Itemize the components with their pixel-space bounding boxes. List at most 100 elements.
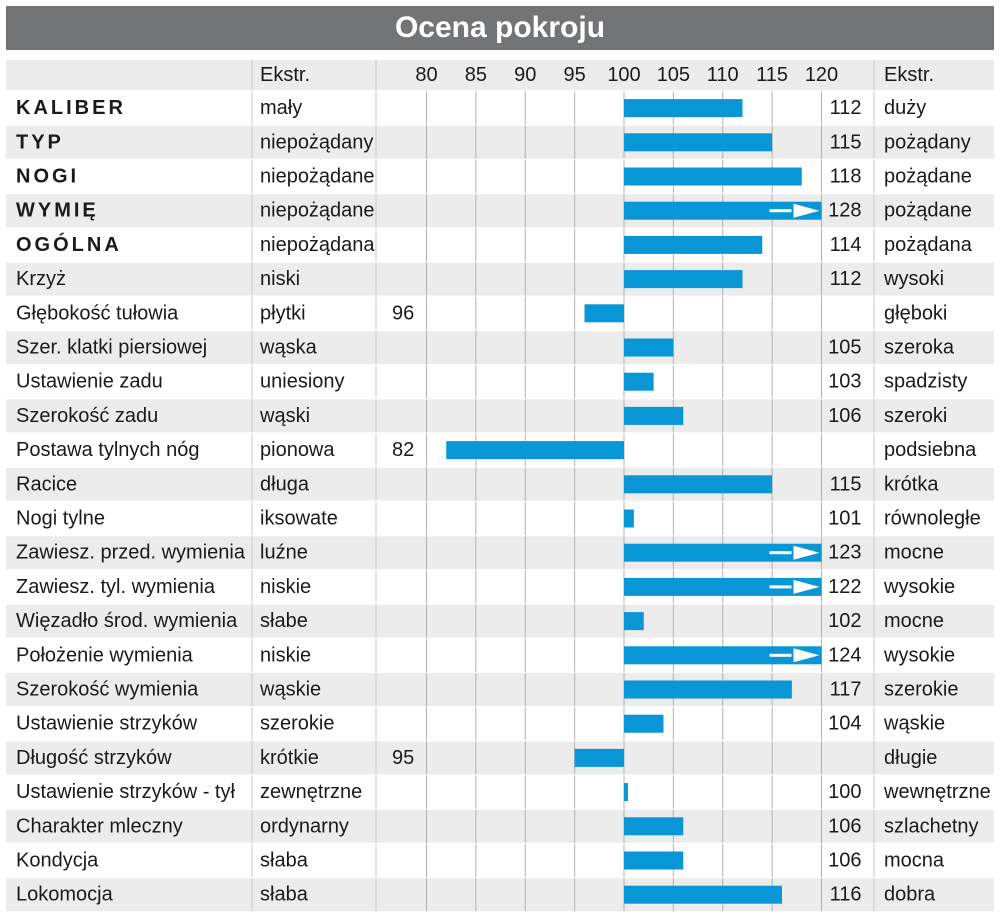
value-bar bbox=[624, 235, 763, 254]
value-label: 115 bbox=[830, 131, 862, 153]
x-tick-label: 100 bbox=[607, 64, 640, 86]
value-bar bbox=[446, 441, 624, 460]
high-extreme-label: równoległe bbox=[884, 508, 981, 530]
high-extreme-label: wysokie bbox=[883, 576, 955, 598]
value-bar bbox=[624, 406, 684, 425]
x-tick-label: 90 bbox=[514, 64, 536, 86]
trait-label: Zawiesz. przed. wymienia bbox=[16, 542, 246, 564]
x-tick-label: 80 bbox=[415, 64, 437, 86]
value-label: 114 bbox=[830, 234, 862, 256]
table-row bbox=[6, 296, 994, 331]
low-extreme-label: niski bbox=[260, 268, 300, 290]
table-row bbox=[6, 638, 994, 673]
table-row bbox=[6, 398, 994, 433]
value-label: 106 bbox=[828, 815, 861, 837]
high-extreme-label: głęboki bbox=[884, 302, 947, 324]
high-extreme-label: dobra bbox=[884, 884, 936, 906]
low-extreme-label: krótkie bbox=[260, 747, 319, 769]
value-label: 118 bbox=[830, 166, 862, 188]
value-bar bbox=[624, 133, 773, 152]
high-extreme-label: szeroka bbox=[884, 337, 955, 359]
trait-label: Więzadło środ. wymienia bbox=[16, 610, 238, 632]
trait-label: Szer. klatki piersiowej bbox=[16, 337, 207, 359]
low-extreme-label: mały bbox=[260, 97, 302, 119]
high-extreme-label: pożądane bbox=[884, 166, 972, 188]
low-extreme-label: słabe bbox=[260, 610, 308, 632]
trait-label: Ustawienie strzyków bbox=[16, 713, 198, 735]
high-extreme-label: podsiebna bbox=[884, 439, 977, 461]
table-row bbox=[6, 740, 994, 775]
table-row bbox=[6, 706, 994, 741]
trait-label: Położenie wymienia bbox=[16, 644, 194, 666]
value-bar bbox=[624, 372, 654, 391]
trait-label: Charakter mleczny bbox=[16, 815, 183, 837]
trait-label: Kondycja bbox=[16, 850, 99, 872]
value-label: 105 bbox=[828, 337, 861, 359]
trait-label: Długość strzyków bbox=[16, 747, 172, 769]
trait-label: Szerokość zadu bbox=[16, 405, 158, 427]
value-bar bbox=[624, 680, 792, 699]
low-extreme-label: niepożądany bbox=[260, 131, 373, 153]
low-extreme-label: niskie bbox=[260, 644, 311, 666]
table-row bbox=[6, 672, 994, 707]
overflow-dash bbox=[769, 551, 792, 555]
high-extreme-label: pożądane bbox=[884, 200, 972, 222]
high-extreme-label: szeroki bbox=[884, 405, 947, 427]
high-extreme-label: długie bbox=[884, 747, 937, 769]
table-row bbox=[6, 227, 994, 262]
value-label: 100 bbox=[828, 781, 861, 803]
trait-label: NOGI bbox=[16, 166, 79, 188]
high-extreme-label: wewnętrzne bbox=[883, 781, 991, 803]
high-extreme-label: szlachetny bbox=[884, 815, 979, 837]
high-extreme-label: wąskie bbox=[883, 713, 945, 735]
trait-label: Zawiesz. tyl. wymienia bbox=[16, 576, 216, 598]
table-row bbox=[6, 193, 994, 228]
x-tick-label: 85 bbox=[465, 64, 487, 86]
value-bar bbox=[624, 612, 644, 631]
x-tick-label: 95 bbox=[564, 64, 586, 86]
low-extreme-label: niepożądane bbox=[260, 200, 375, 222]
low-extreme-label: płytki bbox=[260, 302, 306, 324]
x-tick-label: 115 bbox=[756, 64, 788, 86]
low-extreme-label: słaba bbox=[260, 884, 309, 906]
overflow-dash bbox=[769, 585, 792, 589]
trait-label: KALIBER bbox=[16, 97, 126, 119]
low-extreme-label: uniesiony bbox=[260, 371, 345, 393]
high-extreme-label: mocna bbox=[884, 850, 945, 872]
value-label: 106 bbox=[828, 405, 861, 427]
value-label: 115 bbox=[830, 473, 862, 495]
table-row bbox=[6, 501, 994, 536]
overflow-dash bbox=[769, 209, 792, 213]
value-label: 95 bbox=[392, 747, 414, 769]
trait-label: Postawa tylnych nóg bbox=[16, 439, 199, 461]
value-label: 128 bbox=[828, 200, 861, 222]
value-bar bbox=[624, 783, 628, 802]
overflow-dash bbox=[769, 653, 792, 657]
low-extreme-label: iksowate bbox=[260, 508, 338, 530]
value-label: 82 bbox=[392, 439, 414, 461]
value-label: 96 bbox=[392, 302, 414, 324]
trait-label: Ustawienie zadu bbox=[16, 371, 163, 393]
high-extreme-label: szerokie bbox=[884, 679, 958, 701]
low-extreme-label: długa bbox=[260, 473, 310, 495]
trait-label: Szerokość wymienia bbox=[16, 679, 199, 701]
high-extreme-label: krótka bbox=[884, 473, 939, 495]
trait-label: Racice bbox=[16, 473, 77, 495]
low-extreme-label: luźne bbox=[260, 542, 308, 564]
table-row bbox=[6, 467, 994, 502]
table-row bbox=[6, 262, 994, 297]
table-row bbox=[6, 159, 994, 194]
table-row bbox=[6, 775, 994, 810]
value-label: 122 bbox=[828, 576, 861, 598]
low-extreme-label: pionowa bbox=[260, 439, 335, 461]
value-bar bbox=[624, 817, 684, 836]
low-extreme-label: niepożądana bbox=[260, 234, 375, 256]
value-bar bbox=[624, 646, 822, 665]
value-bar bbox=[624, 338, 674, 357]
x-tick-label: 120 bbox=[805, 64, 838, 86]
x-tick-label: 110 bbox=[707, 64, 739, 86]
trait-label: Nogi tylne bbox=[16, 508, 105, 530]
value-bar bbox=[624, 714, 664, 733]
header-extr-right: Ekstr. bbox=[884, 64, 934, 86]
value-bar bbox=[624, 543, 822, 562]
